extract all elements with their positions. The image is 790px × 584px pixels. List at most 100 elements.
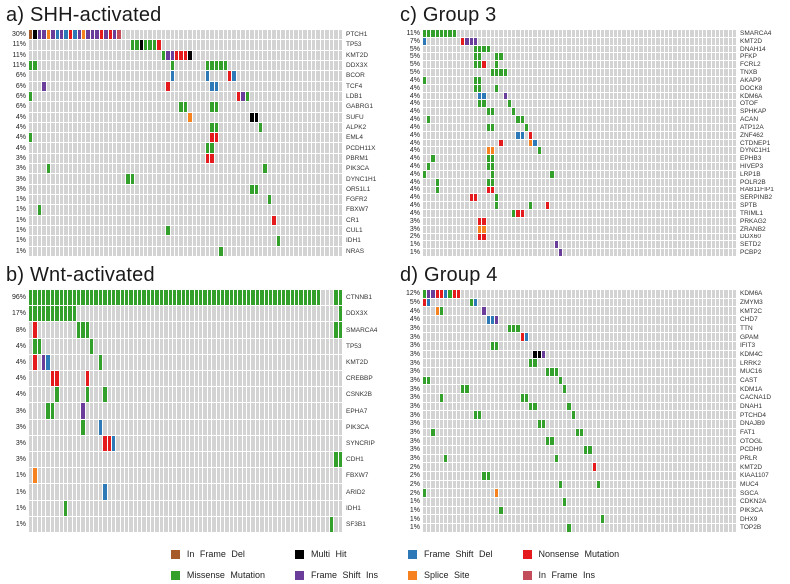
mutation-cell bbox=[512, 108, 516, 116]
oncoprint-cell bbox=[469, 84, 473, 92]
oncoprint-cell bbox=[267, 71, 272, 81]
oncoprint-cell bbox=[77, 164, 82, 174]
oncoprint-cell bbox=[630, 147, 635, 155]
oncoprint-cell bbox=[596, 53, 601, 61]
oncoprint-cell bbox=[289, 164, 294, 174]
oncoprint-cell bbox=[571, 61, 575, 69]
oncoprint-cell bbox=[720, 108, 724, 116]
oncoprint-cell bbox=[338, 195, 342, 205]
oncoprint-cell bbox=[334, 205, 338, 215]
oncoprint-cell bbox=[456, 147, 461, 155]
oncoprint-cell bbox=[660, 69, 664, 76]
oncoprint-cell bbox=[72, 516, 76, 533]
oncoprint-cell bbox=[129, 371, 133, 387]
oncoprint-cell bbox=[329, 122, 334, 133]
oncoprint-cell bbox=[146, 419, 151, 435]
oncoprint-cell bbox=[290, 452, 295, 468]
oncoprint-cell bbox=[298, 91, 303, 102]
oncoprint-cell bbox=[219, 205, 223, 215]
oncoprint-cell bbox=[613, 147, 618, 155]
oncoprint-cell bbox=[201, 102, 205, 112]
oncoprint-cell bbox=[444, 37, 448, 45]
oncoprint-cell bbox=[563, 123, 567, 131]
oncoprint-cell bbox=[686, 131, 690, 139]
oncoprint-cell bbox=[299, 403, 303, 419]
oncoprint-cell bbox=[212, 387, 216, 403]
oncoprint-cell bbox=[592, 178, 596, 186]
oncoprint-cell bbox=[334, 246, 338, 256]
oncoprint-cell bbox=[724, 155, 728, 163]
oncoprint-cell bbox=[486, 233, 490, 241]
oncoprint-cell bbox=[707, 30, 711, 37]
oncoprint-cell bbox=[273, 322, 277, 338]
oncoprint-cell bbox=[164, 484, 168, 500]
oncoprint-cell bbox=[444, 53, 448, 61]
oncoprint-cell bbox=[197, 205, 201, 215]
oncoprint-cell bbox=[423, 69, 427, 76]
oncoprint-cell bbox=[546, 92, 550, 100]
oncoprint-cell bbox=[338, 236, 342, 246]
oncoprint-cell bbox=[720, 241, 724, 249]
oncoprint-cell bbox=[478, 69, 482, 76]
oncoprint-cell bbox=[647, 84, 652, 92]
oncoprint-cell bbox=[325, 102, 329, 112]
oncoprint-cell bbox=[512, 241, 516, 249]
oncoprint-cell bbox=[188, 153, 192, 164]
oncoprint-cell bbox=[669, 92, 673, 100]
oncoprint-cell bbox=[690, 131, 694, 139]
oncoprint-cell bbox=[720, 116, 724, 123]
oncoprint-cell bbox=[613, 202, 618, 210]
oncoprint-cell bbox=[46, 387, 50, 403]
oncoprint-cell bbox=[276, 215, 281, 225]
oncoprint-cell bbox=[99, 102, 104, 112]
oncoprint-cell bbox=[90, 306, 94, 322]
oncoprint-cell bbox=[563, 241, 567, 249]
oncoprint-cell bbox=[728, 178, 732, 186]
oncoprint-cell bbox=[465, 178, 469, 186]
oncoprint-cell bbox=[601, 202, 605, 210]
oncoprint-cell bbox=[104, 40, 108, 50]
oncoprint-cell bbox=[157, 195, 161, 205]
oncoprint-cell bbox=[263, 174, 267, 184]
oncoprint-cell bbox=[130, 30, 135, 40]
oncoprint-cell bbox=[290, 484, 295, 500]
oncoprint-cell bbox=[503, 163, 507, 170]
oncoprint-cell bbox=[503, 225, 507, 233]
oncoprint-cell bbox=[724, 163, 728, 170]
oncoprint-cell bbox=[159, 484, 164, 500]
oncoprint-cell bbox=[558, 233, 563, 241]
oncoprint-cell bbox=[478, 131, 482, 139]
oncoprint-cell bbox=[267, 40, 272, 50]
oncoprint-cell bbox=[431, 84, 435, 92]
oncoprint-cell bbox=[703, 241, 707, 249]
oncoprint-cell bbox=[567, 139, 571, 147]
oncoprint-cell bbox=[29, 500, 33, 516]
oncoprint-cell bbox=[431, 170, 435, 178]
mutation-cell bbox=[33, 468, 37, 484]
oncoprint-cell bbox=[669, 53, 673, 61]
oncoprint-cell bbox=[103, 419, 107, 435]
oncoprint-cell bbox=[529, 100, 533, 108]
oncoprint-cell bbox=[456, 37, 461, 45]
oncoprint-cell bbox=[571, 92, 575, 100]
oncoprint-cell bbox=[37, 195, 42, 205]
oncoprint-cell bbox=[720, 123, 724, 131]
oncoprint-cell bbox=[98, 306, 103, 322]
oncoprint-cell bbox=[245, 236, 250, 246]
oncoprint-cell bbox=[618, 241, 622, 249]
oncoprint-cell bbox=[68, 371, 72, 387]
oncoprint-cell bbox=[168, 354, 172, 371]
oncoprint-cell bbox=[316, 236, 320, 246]
oncoprint-cell bbox=[126, 112, 130, 122]
oncoprint-cell bbox=[694, 202, 698, 210]
oncoprint-cell bbox=[456, 139, 461, 147]
oncoprint-cell bbox=[507, 217, 512, 225]
oncoprint-cell bbox=[192, 205, 197, 215]
oncoprint-cell bbox=[68, 205, 73, 215]
oncoprint-cell bbox=[435, 53, 439, 61]
oncoprint-cell bbox=[715, 225, 720, 233]
oncoprint-cell bbox=[686, 84, 690, 92]
oncoprint-cell bbox=[312, 40, 316, 50]
oncoprint-cell bbox=[241, 81, 245, 91]
sample-cells bbox=[423, 225, 736, 233]
